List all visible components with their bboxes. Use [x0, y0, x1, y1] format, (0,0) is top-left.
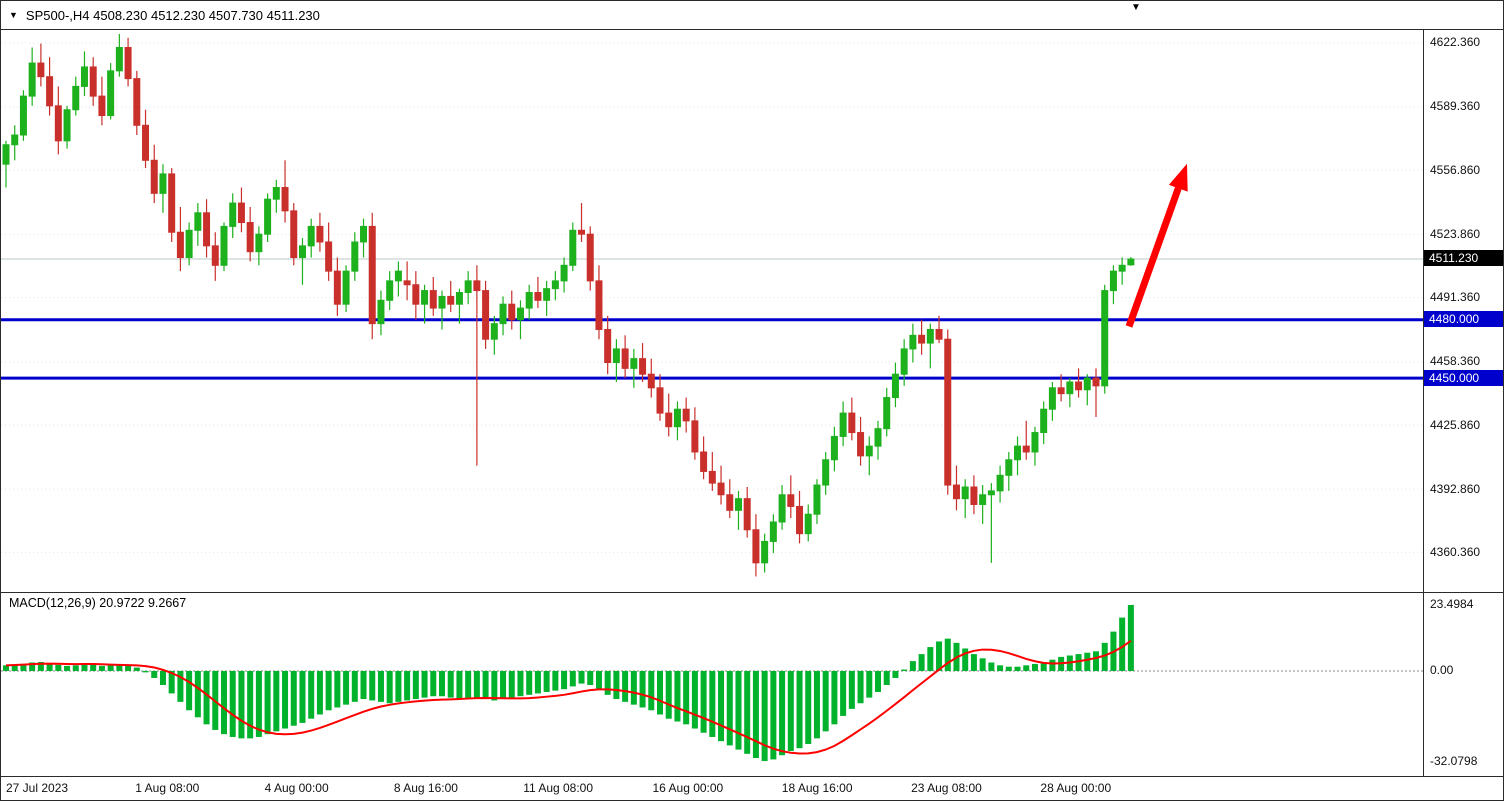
time-axis-label: 11 Aug 08:00 [523, 781, 594, 795]
macd-axis-label: -32.0798 [1430, 753, 1478, 768]
price-axis-label: 4589.360 [1430, 99, 1481, 114]
chart-header: ▼ SP500-,H4 4508.230 4512.230 4507.730 4… [1, 1, 1421, 29]
time-axis-label: 27 Jul 2023 [6, 781, 69, 795]
chart-shift-marker-icon[interactable]: ▼ [1131, 2, 1141, 13]
price-axis-label: 4458.360 [1430, 354, 1481, 369]
macd-axis-label: 23.4984 [1430, 597, 1474, 611]
macd-indicator-label: MACD(12,26,9) 20.9722 9.2667 [9, 596, 187, 610]
support-price-badge: 4450.000 [1424, 369, 1503, 386]
time-axis-label: 18 Aug 16:00 [781, 781, 853, 795]
price-axis-label: 4360.360 [1430, 545, 1481, 560]
time-axis-label: 23 Aug 08:00 [911, 781, 982, 795]
price-axis-label: 4491.360 [1430, 290, 1481, 305]
macd-axis-label: 0.00 [1430, 663, 1454, 678]
price-axis-label: 4425.860 [1430, 417, 1481, 432]
time-axis-divider [1, 776, 1503, 777]
price-axis-label: 4556.860 [1430, 162, 1481, 177]
time-axis-label: 16 Aug 00:00 [652, 781, 724, 795]
panel-divider [1, 592, 1503, 593]
time-axis-label: 28 Aug 00:00 [1040, 781, 1112, 795]
price-axis-label: 4392.860 [1430, 482, 1481, 497]
price-axis-label: 4622.360 [1430, 34, 1481, 49]
time-axis-label: 8 Aug 16:00 [393, 781, 458, 795]
time-axis[interactable]: 27 Jul 2023 1 Aug 08:00 4 Aug 00:00 8 Aug 1… [1, 777, 1423, 800]
axis-divider [1423, 29, 1424, 776]
current-price-badge: 4511.230 [1424, 250, 1503, 267]
price-axis-label: 4523.860 [1430, 226, 1481, 241]
time-axis-label: 1 Aug 08:00 [135, 781, 200, 795]
price-axis[interactable]: 4511.230 4480.000 4450.000 4622.360 4589.… [1424, 29, 1503, 776]
symbol-ohlc-label: SP500-,H4 4508.230 4512.230 4507.730 451… [25, 7, 320, 23]
expand-arrow-icon[interactable]: ▼ [9, 9, 18, 20]
header-divider [1, 29, 1503, 30]
candlestick-chart[interactable] [1, 30, 1423, 592]
resistance-price-badge: 4480.000 [1424, 311, 1503, 328]
time-axis-label: 4 Aug 00:00 [264, 781, 329, 795]
macd-chart[interactable] [1, 593, 1423, 776]
price-chart-area[interactable] [1, 30, 1423, 592]
macd-panel[interactable] [1, 593, 1423, 776]
